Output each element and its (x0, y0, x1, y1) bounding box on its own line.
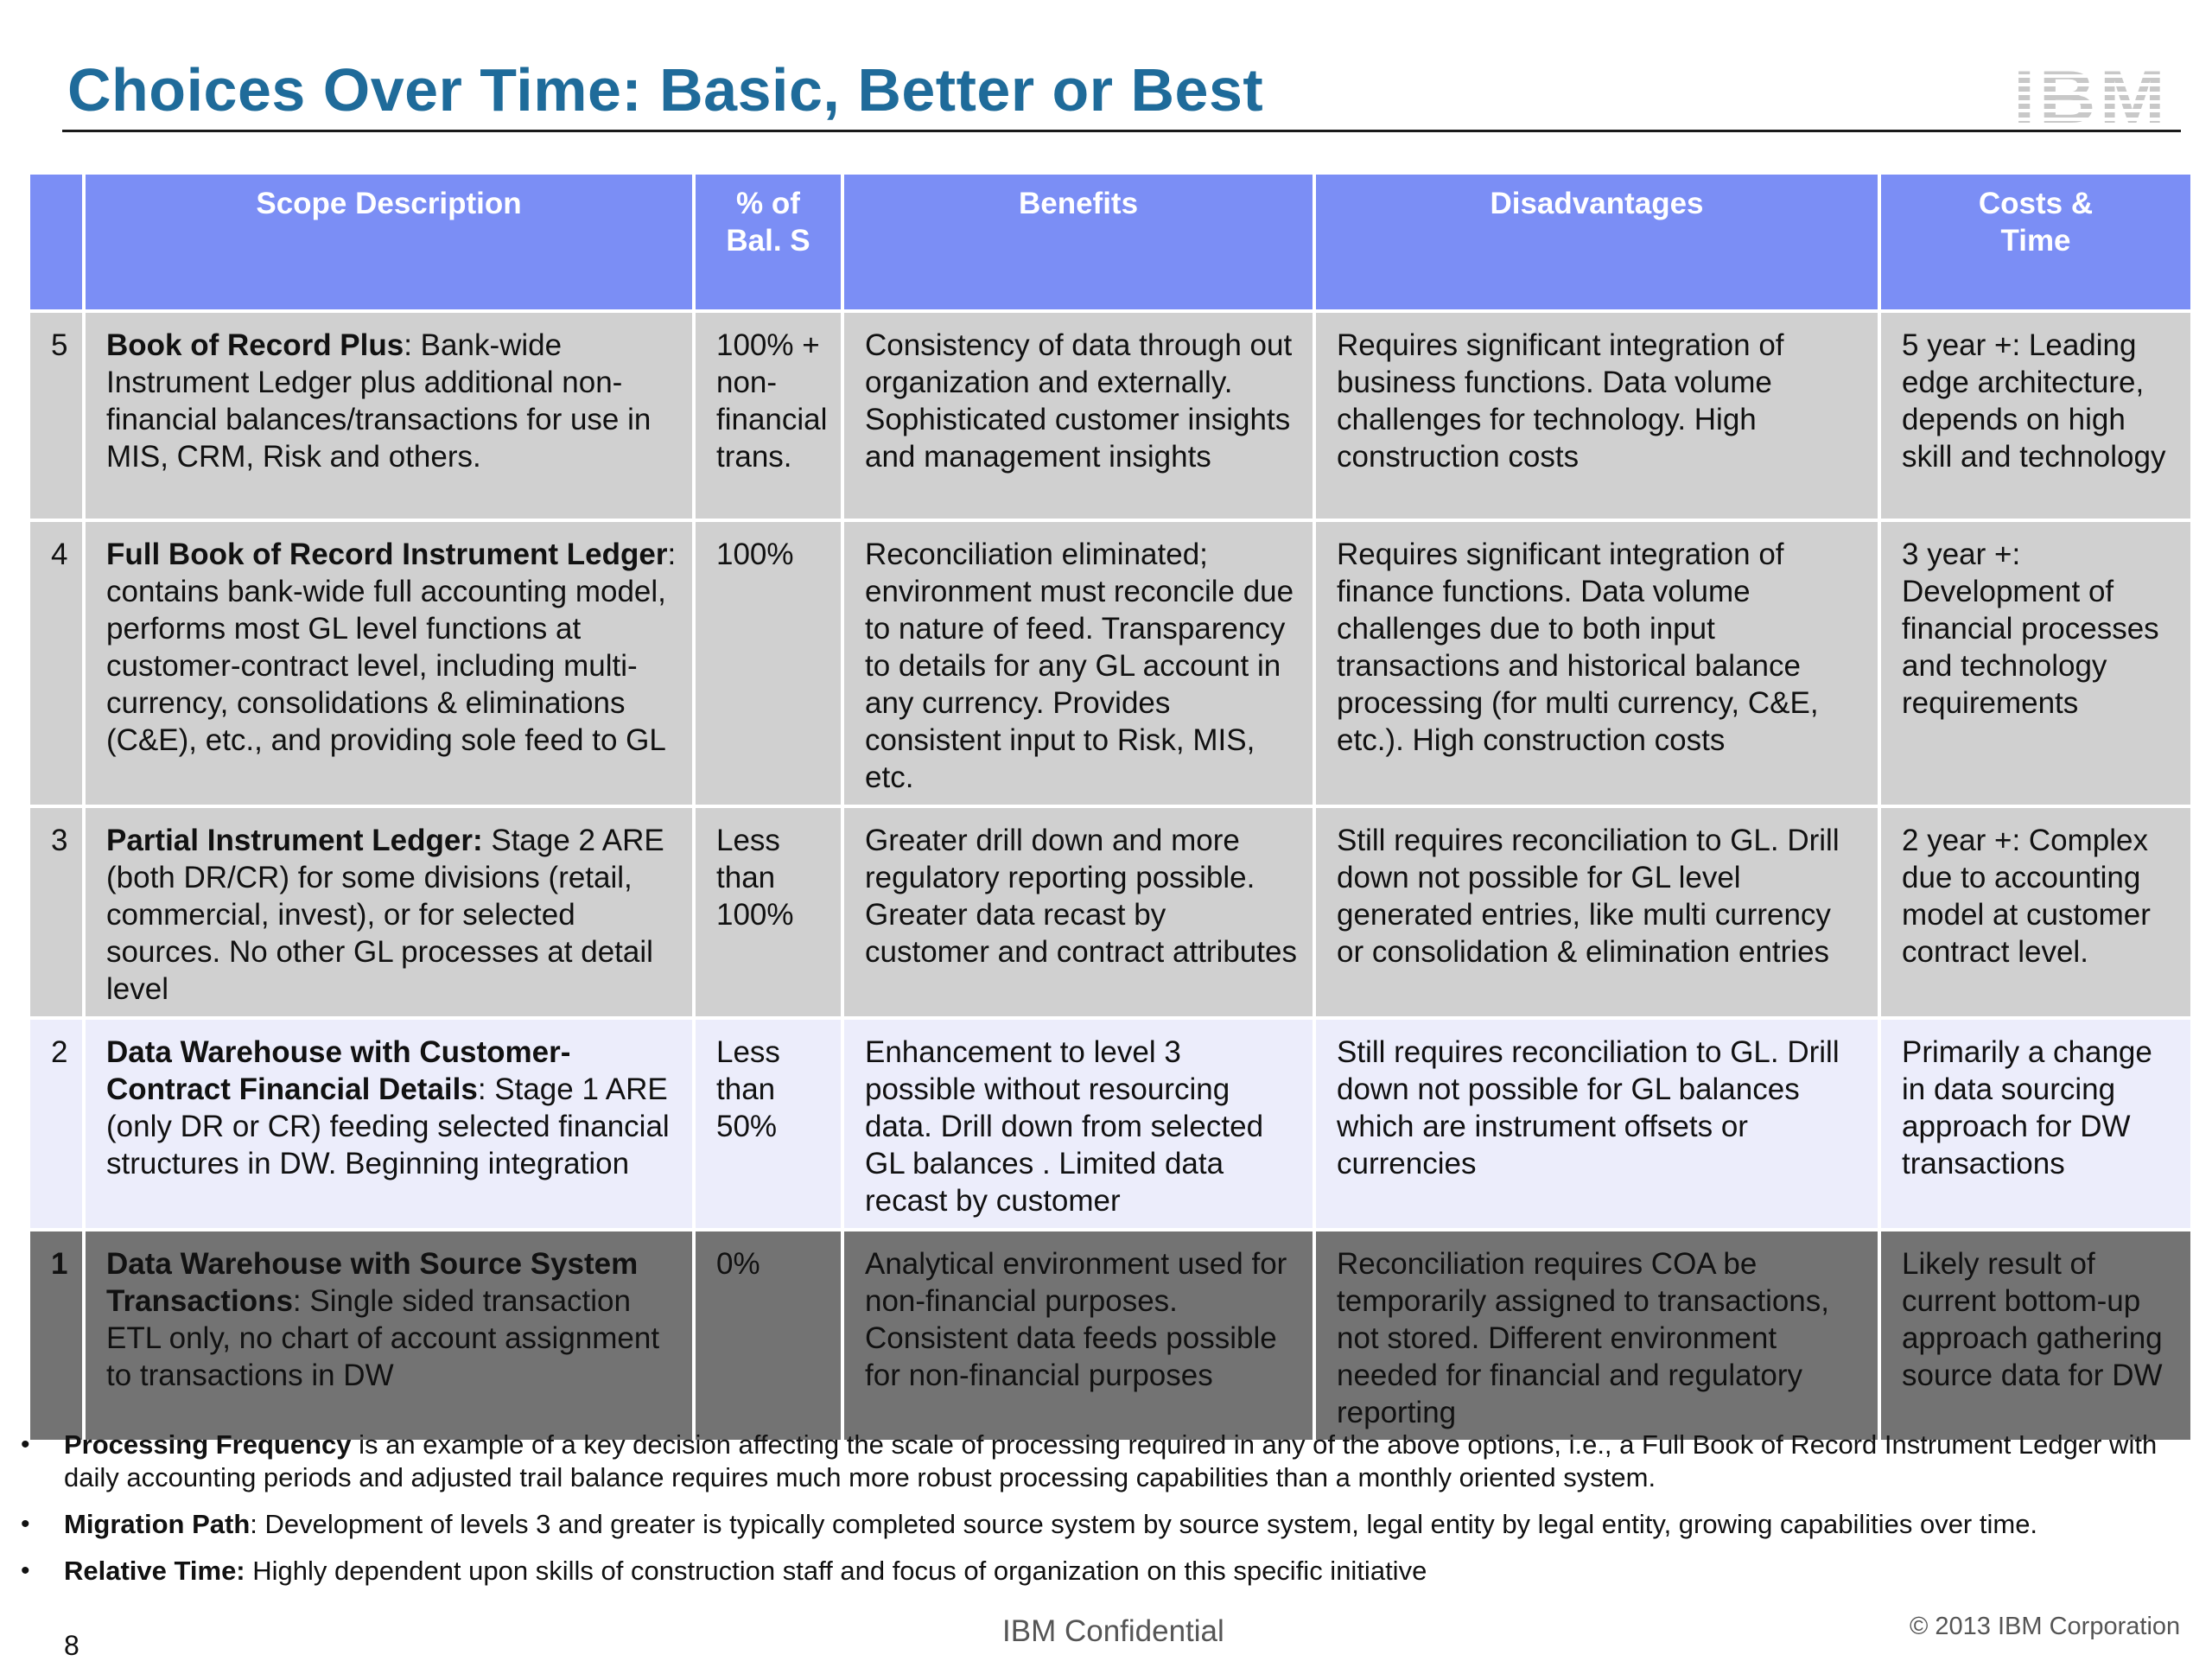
benefits-cell: Greater drill down and more regulatory r… (841, 805, 1316, 1020)
header-scope: Scope Description (82, 171, 696, 313)
scope-title: Full Book of Record Instrument Ledger (106, 538, 668, 571)
scope-cell: Book of Record Plus: Bank-wide Instrumen… (82, 309, 696, 522)
page-title: Choices Over Time: Basic, Better or Best (67, 56, 1264, 124)
note-migration-path: • Migration Path: Development of levels 3… (21, 1508, 2198, 1541)
scope-cell: Data Warehouse with Source System Transa… (82, 1228, 696, 1443)
disadvantages-cell: Reconciliation requires COA be temporari… (1313, 1228, 1881, 1443)
percent-cell: 100% + non-financial trans. (692, 309, 844, 522)
bullet-icon: • (21, 1430, 30, 1459)
benefits-cell: Reconciliation eliminated; environment m… (841, 519, 1316, 808)
scope-title: Book of Record Plus (106, 328, 404, 362)
scope-text: Stage 2 ARE (both DR/CR) for some divisi… (106, 824, 664, 1006)
costs-cell: 2 year +: Complex due to accounting mode… (1878, 805, 2194, 1020)
note-text: Highly dependent upon skills of construc… (245, 1556, 1427, 1586)
note-processing-frequency: • Processing Frequency is an example of a… (21, 1429, 2198, 1494)
table-row-level-2: 2 Data Warehouse with Customer-Contract … (27, 1016, 2194, 1231)
benefits-cell: Analytical environment used for non-fina… (841, 1228, 1316, 1443)
note-text: is an example of a key decision affectin… (64, 1429, 2158, 1492)
benefits-cell: Consistency of data through out organiza… (841, 309, 1316, 522)
note-text: : Development of levels 3 and greater is… (250, 1509, 2038, 1539)
costs-cell: Likely result of current bottom-up appro… (1878, 1228, 2194, 1443)
disadvantages-cell: Requires significant integration of busi… (1313, 309, 1881, 522)
disadvantages-cell: Still requires reconciliation to GL. Dri… (1313, 1016, 1881, 1231)
table-row-level-3: 3 Partial Instrument Ledger: Stage 2 ARE… (27, 805, 2194, 1020)
scope-cell: Full Book of Record Instrument Ledger: c… (82, 519, 696, 808)
choices-table: Scope Description % of Bal. S Benefits D… (27, 171, 2194, 1443)
level-number: 2 (27, 1016, 86, 1231)
scope-title: Partial Instrument Ledger: (106, 824, 483, 857)
note-label: Relative Time: (64, 1556, 245, 1586)
confidential-label: IBM Confidential (1002, 1614, 1224, 1648)
header-level (27, 171, 86, 313)
percent-cell: 0% (692, 1228, 844, 1443)
copyright-label: © 2013 IBM Corporation (1910, 1613, 2181, 1640)
scope-text: : contains bank-wide full accounting mod… (106, 538, 677, 757)
percent-cell: Less than 100% (692, 805, 844, 1020)
header-costs-line1: Costs & (1978, 187, 2094, 220)
costs-cell: Primarily a change in data sourcing appr… (1878, 1016, 2194, 1231)
scope-text: : Single sided transaction ETL only, no … (106, 1284, 660, 1392)
disadvantages-cell: Requires significant integration of fina… (1313, 519, 1881, 808)
disadvantages-cell: Still requires reconciliation to GL. Dri… (1313, 805, 1881, 1020)
scope-cell: Partial Instrument Ledger: Stage 2 ARE (… (82, 805, 696, 1020)
title-divider (62, 130, 2181, 132)
header-costs-line2: Time (2000, 224, 2071, 258)
header-costs: Costs & Time (1878, 171, 2194, 313)
scope-text: : Stage 1 ARE (only DR or CR) feeding se… (106, 1072, 670, 1181)
level-number: 3 (27, 805, 86, 1020)
header-disadvantages: Disadvantages (1313, 171, 1881, 313)
note-label: Migration Path (64, 1509, 251, 1539)
scope-cell: Data Warehouse with Customer-Contract Fi… (82, 1016, 696, 1231)
level-number: 5 (27, 309, 86, 522)
table-row-level-5: 5 Book of Record Plus: Bank-wide Instrum… (27, 309, 2194, 522)
header-percent-line1: % of (736, 187, 800, 220)
percent-cell: Less than 50% (692, 1016, 844, 1231)
table-row-level-4: 4 Full Book of Record Instrument Ledger:… (27, 519, 2194, 808)
scope-title: Data Warehouse with Customer-Contract Fi… (106, 1035, 571, 1106)
table-row-level-1: 1 Data Warehouse with Source System Tran… (27, 1228, 2194, 1443)
level-number: 4 (27, 519, 86, 808)
page-number: 8 (64, 1630, 79, 1661)
note-label: Processing Frequency (64, 1429, 352, 1460)
ibm-logo-text: IBM (2013, 60, 2169, 128)
costs-cell: 3 year +: Development of financial proce… (1878, 519, 2194, 808)
benefits-cell: Enhancement to level 3 possible without … (841, 1016, 1316, 1231)
percent-cell: 100% (692, 519, 844, 808)
bullet-icon: • (21, 1510, 30, 1538)
header-benefits: Benefits (841, 171, 1316, 313)
bullet-icon: • (21, 1556, 30, 1585)
level-number: 1 (27, 1228, 86, 1443)
scope-title: Data Warehouse with Source System Transa… (106, 1247, 639, 1318)
costs-cell: 5 year +: Leading edge architecture, dep… (1878, 309, 2194, 522)
header-percent-line2: Bal. S (726, 224, 810, 258)
note-relative-time: • Relative Time: Highly dependent upon sk… (21, 1555, 2198, 1588)
table-header-row: Scope Description % of Bal. S Benefits D… (27, 171, 2194, 313)
scope-text: : Bank-wide Instrument Ledger plus addit… (106, 328, 652, 474)
ibm-logo: IBM (2013, 60, 2169, 128)
notes-list: • Processing Frequency is an example of a… (21, 1429, 2198, 1601)
header-percent: % of Bal. S (692, 171, 844, 313)
